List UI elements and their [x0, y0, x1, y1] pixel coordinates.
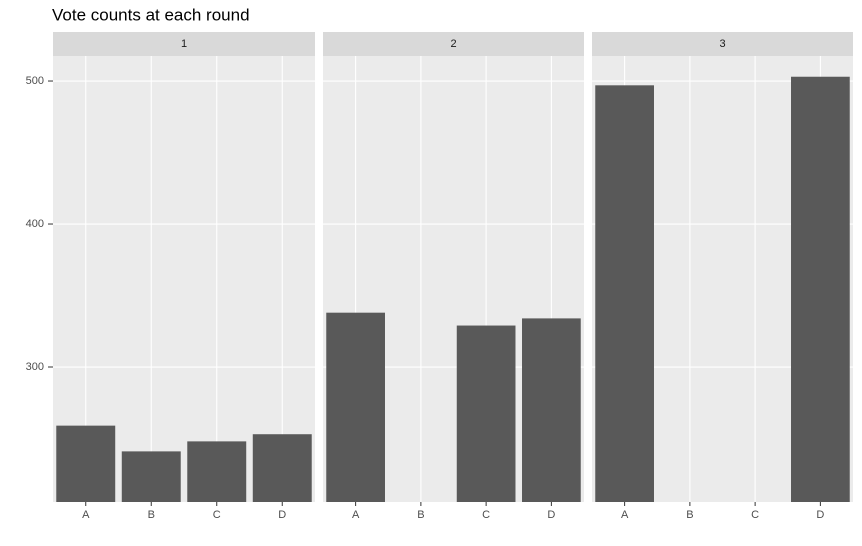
x-tick-label: D — [547, 509, 555, 521]
chart-title: Vote counts at each round — [52, 5, 250, 24]
bar — [56, 425, 116, 502]
strip-label: 3 — [719, 38, 725, 50]
bar — [187, 441, 247, 502]
bar — [456, 325, 516, 502]
x-tick-label: D — [278, 509, 286, 521]
x-tick-label: B — [417, 509, 424, 521]
bar — [326, 312, 385, 502]
x-tick-label: B — [686, 509, 693, 521]
y-tick-label: 300 — [26, 361, 44, 373]
x-tick-label: A — [82, 509, 90, 521]
bar — [595, 85, 654, 503]
x-tick-label: C — [213, 509, 221, 521]
x-tick-label: C — [751, 509, 759, 521]
y-tick-label: 500 — [26, 75, 44, 87]
x-tick-label: B — [148, 509, 155, 521]
strip-label: 2 — [450, 38, 456, 50]
strip — [53, 32, 315, 56]
bar — [522, 318, 581, 502]
x-tick-label: C — [482, 509, 490, 521]
y-tick-label: 400 — [26, 218, 44, 230]
bar — [252, 434, 312, 502]
strip — [323, 32, 584, 56]
strip-label: 1 — [181, 38, 187, 50]
x-tick-label: A — [621, 509, 629, 521]
strip — [592, 32, 853, 56]
bar — [121, 451, 181, 502]
x-tick-label: A — [352, 509, 360, 521]
x-tick-label: D — [816, 509, 824, 521]
bar — [791, 76, 850, 503]
